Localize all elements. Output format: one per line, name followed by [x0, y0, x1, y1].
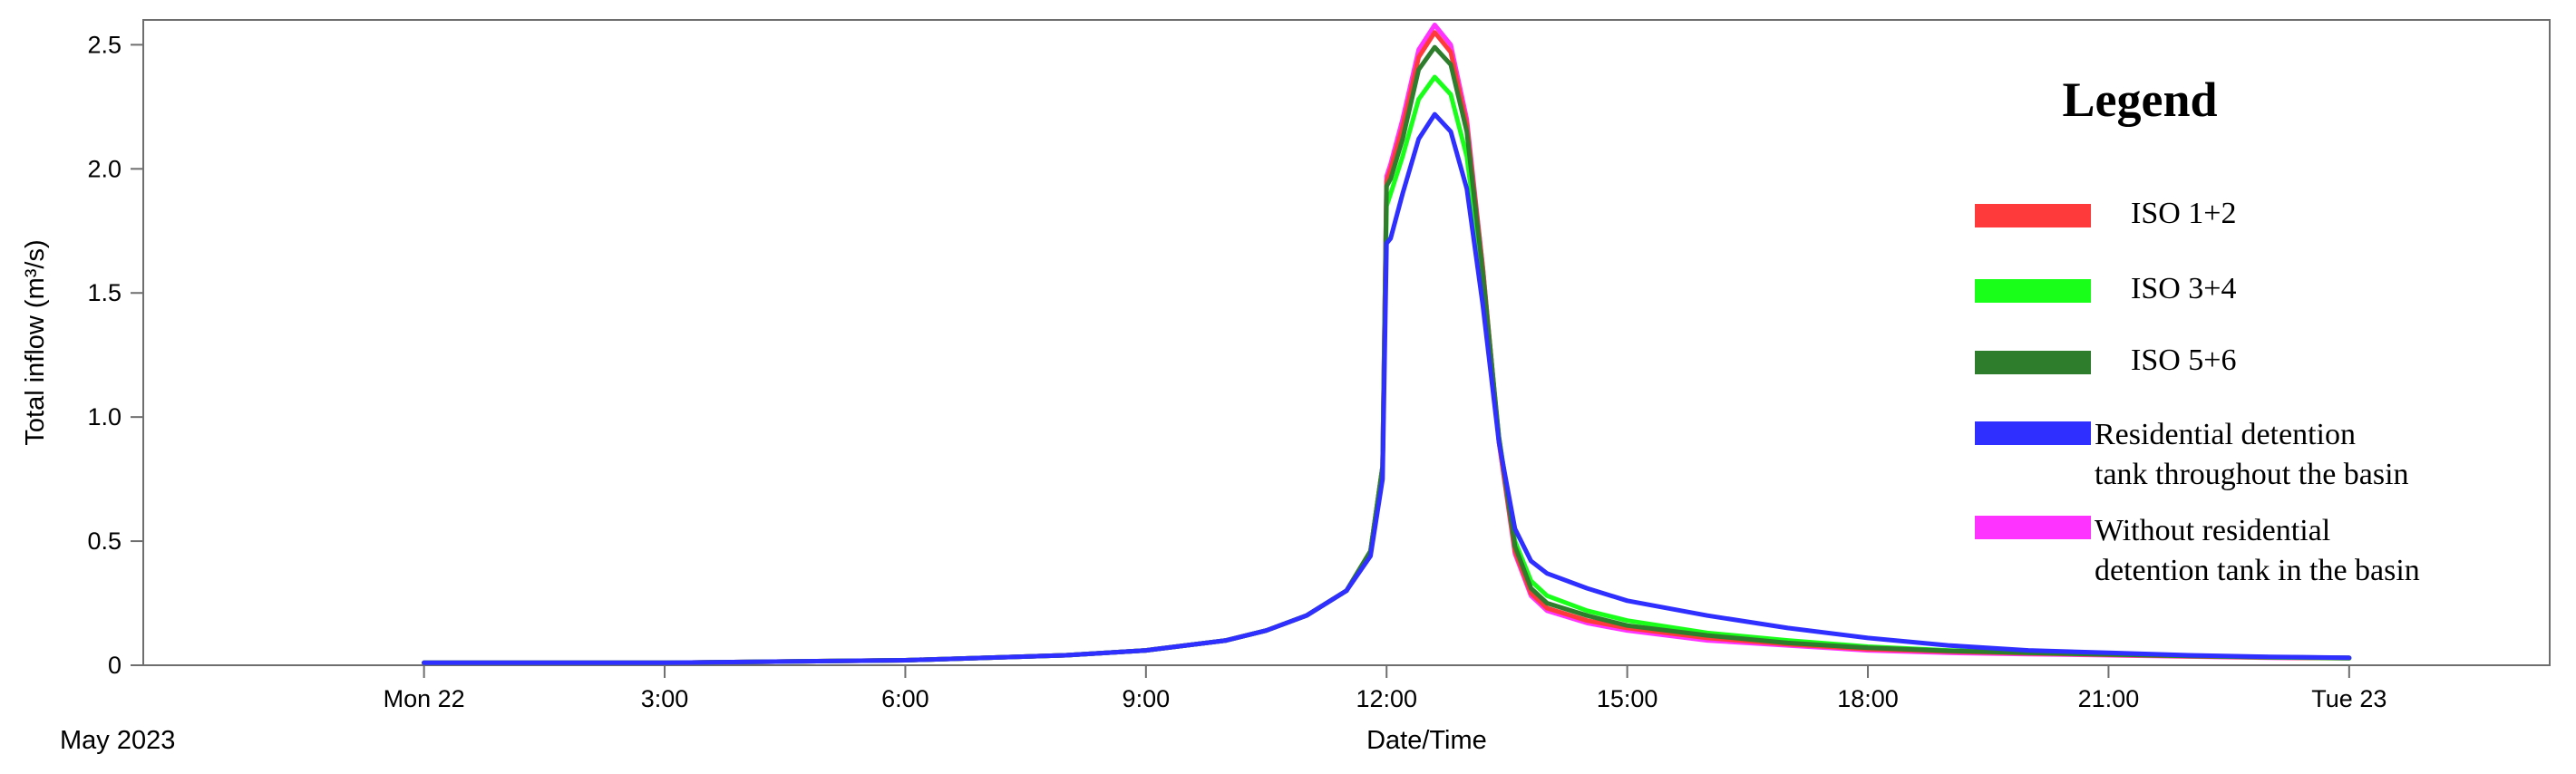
legend-swatch: [1975, 204, 2091, 227]
x-tick-label: 3:00: [641, 685, 689, 712]
x-tick-label: 9:00: [1123, 685, 1171, 712]
x-axis-date-label: May 2023: [60, 726, 175, 755]
y-tick-label: 2.5: [87, 31, 122, 58]
legend: Legend ISO 1+2 ISO 3+4 ISO 5+6 Residential …: [1975, 73, 2420, 587]
legend-swatch: [1975, 516, 2091, 539]
legend-label: ISO 3+4: [2131, 272, 2236, 305]
legend-label: ISO 5+6: [2131, 343, 2236, 377]
y-axis-title: Total inflow (m³/s): [21, 239, 50, 445]
legend-label: ISO 1+2: [2131, 197, 2236, 230]
y-tick-label: 0: [108, 652, 122, 679]
y-tick-label: 1.0: [87, 403, 122, 431]
series-line: [422, 111, 2352, 665]
x-axis-title: Date/Time: [1366, 726, 1487, 755]
x-tick-label: Mon 22: [384, 685, 465, 712]
x-tick-label: 18:00: [1837, 685, 1899, 712]
x-tick-label: 21:00: [2078, 685, 2140, 712]
legend-label: tank throughout the basin: [2095, 458, 2409, 491]
x-tick-label: 12:00: [1356, 685, 1417, 712]
legend-label: detention tank in the basin: [2095, 554, 2420, 587]
series-layer: [422, 23, 2352, 665]
y-tick-label: 0.5: [87, 527, 122, 555]
plot-frame: [142, 19, 2551, 666]
legend-swatch: [1975, 351, 2091, 374]
x-tick-label: 15:00: [1597, 685, 1658, 712]
legend-items: ISO 1+2 ISO 3+4 ISO 5+6 Residential detenti…: [1975, 197, 2420, 587]
y-axis: 0 0.5 1.0 1.5 2.0 2.5: [87, 31, 143, 679]
y-tick-label: 2.0: [87, 155, 122, 182]
y-tick-label: 1.5: [87, 279, 122, 306]
legend-title: Legend: [2062, 73, 2217, 127]
x-tick-label: 6:00: [881, 685, 929, 712]
legend-swatch: [1975, 279, 2091, 303]
legend-swatch: [1975, 421, 2091, 445]
legend-label: Without residential: [2095, 514, 2330, 547]
legend-label: Residential detention: [2095, 418, 2356, 451]
x-tick-label: Tue 23: [2311, 685, 2386, 712]
x-axis: Mon 22 3:00 6:00 9:00 12:00 15:00 18:00 21:00 Tu…: [384, 665, 2386, 712]
